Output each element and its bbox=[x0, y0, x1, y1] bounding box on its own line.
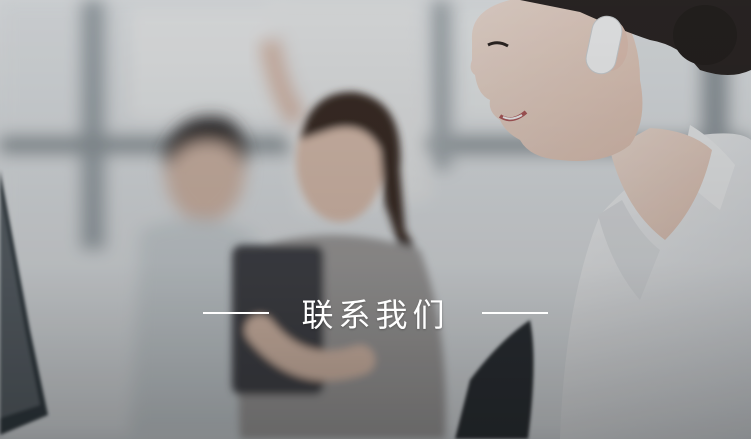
contact-us-title: 联系我们 bbox=[301, 296, 450, 334]
banner-caption: 联系我们 bbox=[0, 290, 751, 336]
right-divider-line bbox=[481, 312, 548, 314]
left-divider-line bbox=[203, 312, 270, 314]
